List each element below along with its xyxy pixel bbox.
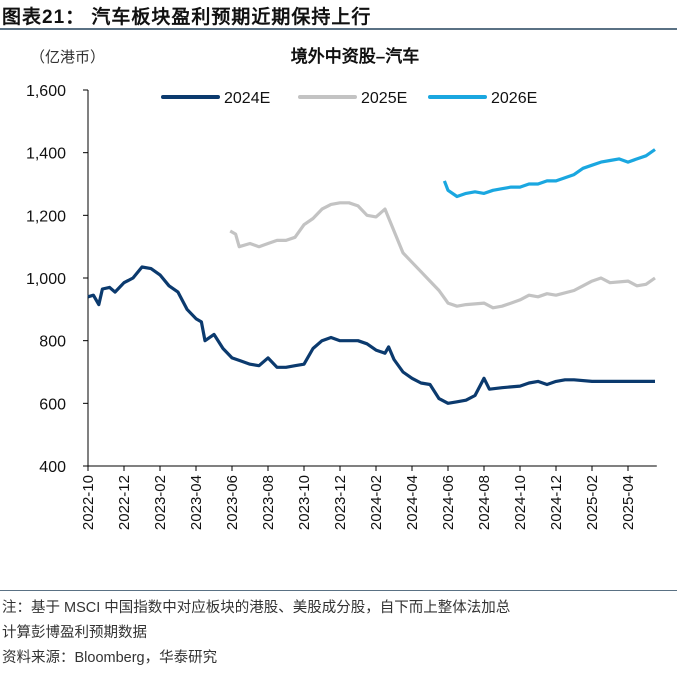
note-line: 注：基于 MSCI 中国指数中对应板块的港股、美股成分股，自下而上整体法加总 (2, 600, 511, 616)
figure-title: 图表21： 汽车板块盈利预期近期保持上行 (2, 7, 372, 28)
x-tick-label: 2023-10 (296, 475, 313, 530)
x-tick-label: 2023-06 (224, 475, 241, 530)
footer-divider (0, 590, 677, 591)
y-tick-label: 1,200 (26, 208, 66, 225)
legend-label: 2024E (224, 90, 270, 107)
y-tick-label: 1,400 (26, 146, 66, 163)
y-tick-label: 800 (39, 334, 66, 351)
x-tick-label: 2023-08 (260, 475, 277, 530)
y-tick-label: 600 (39, 396, 66, 413)
y-tick-label: 400 (39, 459, 66, 476)
x-tick-label: 2024-02 (368, 475, 385, 530)
y-axis-unit: （亿港币） (30, 49, 105, 66)
note-line: 计算彭博盈利预期数据 (2, 625, 147, 641)
source-line: 资料来源：Bloomberg，华泰研究 (2, 650, 218, 666)
legend-label: 2026E (491, 90, 537, 107)
series-line-2025E (229, 201, 656, 310)
x-tick-label: 2022-12 (116, 475, 133, 530)
series-line-2024E (87, 265, 655, 405)
x-tick-label: 2024-08 (476, 475, 493, 530)
series-line-2026E (442, 148, 656, 199)
x-tick-label: 2024-12 (548, 475, 565, 530)
title-divider (0, 28, 677, 30)
x-tick-label: 2024-06 (440, 475, 457, 530)
notes: 注：基于 MSCI 中国指数中对应板块的港股、美股成分股，自下而上整体法加总 计… (2, 596, 510, 671)
x-tick-label: 2023-02 (152, 475, 169, 530)
x-tick-label: 2024-10 (512, 475, 529, 530)
x-tick-label: 2023-12 (332, 475, 349, 530)
legend-label: 2025E (361, 90, 407, 107)
y-tick-label: 1,600 (26, 83, 66, 100)
x-tick-label: 2025-04 (620, 475, 637, 530)
x-tick-label: 2024-04 (404, 475, 421, 530)
x-tick-label: 2025-02 (584, 475, 601, 530)
chart-title: 境外中资股–汽车 (291, 46, 419, 66)
x-tick-label: 2023-04 (188, 475, 205, 530)
y-tick-label: 1,000 (26, 271, 66, 288)
line-chart: （亿港币） 境外中资股–汽车 400 600 800 1,000 1,200 1,600 1… (26, 46, 657, 530)
x-tick-label: 2022-10 (80, 475, 97, 530)
